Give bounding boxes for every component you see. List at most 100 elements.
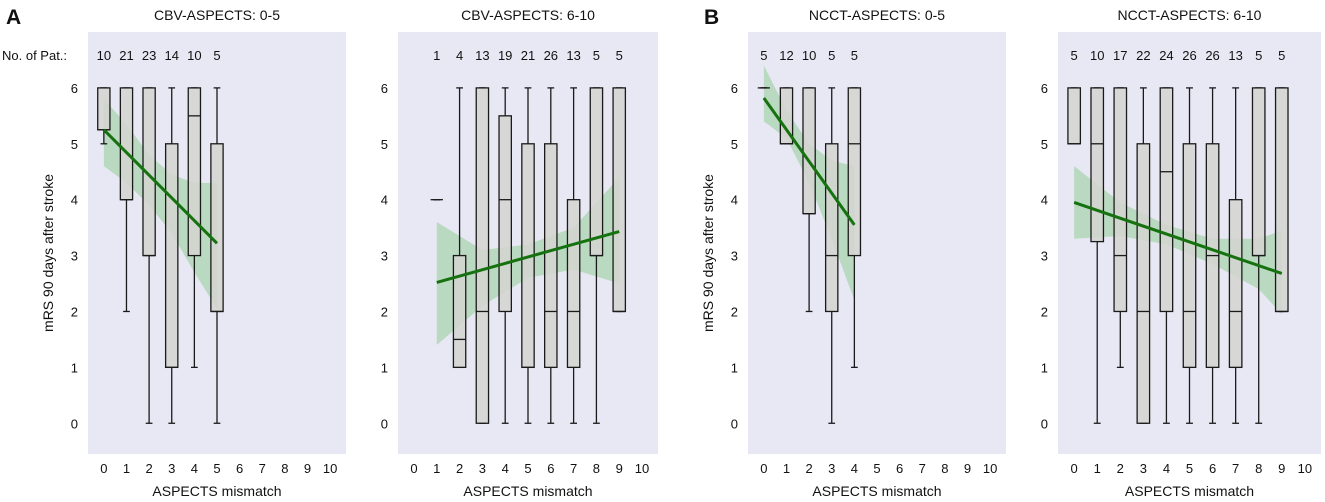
patient-count-label: 14 — [165, 48, 179, 63]
y-tick-label: 3 — [1041, 249, 1048, 264]
box-plot-4 — [1159, 87, 1174, 424]
patient-count-label: 5 — [213, 48, 220, 63]
y-tick-label: 2 — [381, 304, 388, 319]
x-tick-label: 7 — [919, 461, 926, 476]
box-plot-2 — [142, 87, 156, 424]
patient-count-label: 1 — [433, 48, 440, 63]
patient-count-label: 26 — [544, 48, 558, 63]
x-tick-label: 3 — [1140, 461, 1147, 476]
x-tick-label: 0 — [760, 461, 767, 476]
box-plot-5 — [210, 87, 224, 424]
y-tick-label: 1 — [1041, 360, 1048, 375]
x-tick-label: 2 — [805, 461, 812, 476]
x-tick-label: 5 — [524, 461, 531, 476]
x-tick-label: 6 — [1209, 461, 1216, 476]
x-tick-label: 10 — [323, 461, 337, 476]
x-axis-label: ASPECTS mismatch — [1125, 483, 1254, 499]
box-iqr — [1182, 143, 1197, 369]
y-tick-label: 0 — [731, 416, 738, 431]
x-tick-label: 2 — [456, 461, 463, 476]
x-tick-label: 8 — [281, 461, 288, 476]
box-iqr — [612, 87, 627, 313]
box-plot-4 — [187, 87, 202, 369]
y-tick-label: 1 — [381, 360, 388, 375]
x-tick-label: 3 — [168, 461, 175, 476]
patient-count-label: 17 — [1113, 48, 1127, 63]
box-plot-1 — [119, 87, 134, 313]
y-tick-label: 4 — [731, 193, 738, 208]
box-iqr — [589, 87, 604, 257]
patient-count-label: 5 — [760, 48, 767, 63]
box-plot-3 — [1136, 87, 1151, 424]
box-plot-8 — [1251, 87, 1266, 424]
patient-count-label: 13 — [566, 48, 580, 63]
y-tick-label: 3 — [71, 249, 78, 264]
box-iqr — [97, 87, 111, 131]
box-iqr — [475, 87, 490, 424]
patient-count-label: 21 — [119, 48, 133, 63]
regression-line — [1073, 201, 1283, 275]
x-tick-label: 9 — [616, 461, 623, 476]
patient-count-label: 21 — [521, 48, 535, 63]
confidence-band — [1074, 166, 1282, 315]
x-tick-label: 10 — [635, 461, 649, 476]
box-iqr — [1136, 143, 1151, 424]
y-tick-label: 6 — [381, 81, 388, 96]
x-axis-label: ASPECTS mismatch — [463, 483, 592, 499]
x-tick-label: 10 — [1298, 461, 1312, 476]
patient-count-label: 13 — [1228, 48, 1242, 63]
chart-title: NCCT-ASPECTS: 6-10 — [1118, 7, 1262, 23]
y-tick-label: 1 — [731, 360, 738, 375]
regression-line — [762, 97, 856, 226]
patient-count-label: 10 — [97, 48, 111, 63]
x-tick-label: 5 — [1186, 461, 1193, 476]
x-tick-label: 3 — [828, 461, 835, 476]
y-tick-label: 4 — [381, 193, 388, 208]
patient-count-label: 23 — [142, 48, 156, 63]
x-tick-label: 0 — [1071, 461, 1078, 476]
patient-count-label: 10 — [1090, 48, 1104, 63]
patient-count-label: 13 — [475, 48, 489, 63]
box-iqr — [1228, 199, 1243, 369]
y-tick-label: 2 — [1041, 304, 1048, 319]
box-plot-6 — [543, 87, 558, 424]
box-iqr — [543, 143, 558, 369]
box-plot-0 — [1067, 87, 1082, 145]
x-tick-label: 4 — [1163, 461, 1170, 476]
patient-count-label: 4 — [456, 48, 463, 63]
x-tick-label: 1 — [1094, 461, 1101, 476]
box-plot-6 — [1205, 87, 1220, 424]
box-iqr — [824, 143, 839, 313]
patient-count-label: 5 — [616, 48, 623, 63]
y-tick-label: 5 — [71, 137, 78, 152]
x-tick-label: 4 — [502, 461, 509, 476]
patient-count-label: 5 — [593, 48, 600, 63]
y-tick-label: 6 — [731, 81, 738, 96]
x-tick-label: 6 — [236, 461, 243, 476]
y-tick-label: 3 — [381, 249, 388, 264]
y-tick-label: 1 — [71, 360, 78, 375]
box-iqr — [1274, 87, 1289, 313]
x-tick-label: 7 — [570, 461, 577, 476]
x-tick-label: 6 — [547, 461, 554, 476]
regression-line — [102, 128, 219, 245]
patient-count-label: 10 — [802, 48, 816, 63]
y-tick-label: 6 — [71, 81, 78, 96]
patient-count-label: 24 — [1159, 48, 1173, 63]
y-tick-label: 5 — [731, 137, 738, 152]
x-tick-label: 4 — [191, 461, 198, 476]
box-iqr — [210, 143, 224, 313]
x-tick-label: 10 — [983, 461, 997, 476]
x-tick-label: 9 — [964, 461, 971, 476]
chart-title: CBV-ASPECTS: 0-5 — [154, 7, 280, 23]
box-iqr — [1067, 87, 1082, 145]
x-tick-label: 7 — [259, 461, 266, 476]
box-iqr — [566, 199, 581, 369]
box-plot-7 — [1228, 87, 1243, 424]
y-axis-label: mRS 90 days after stroke — [700, 174, 716, 332]
x-tick-label: 9 — [1278, 461, 1285, 476]
